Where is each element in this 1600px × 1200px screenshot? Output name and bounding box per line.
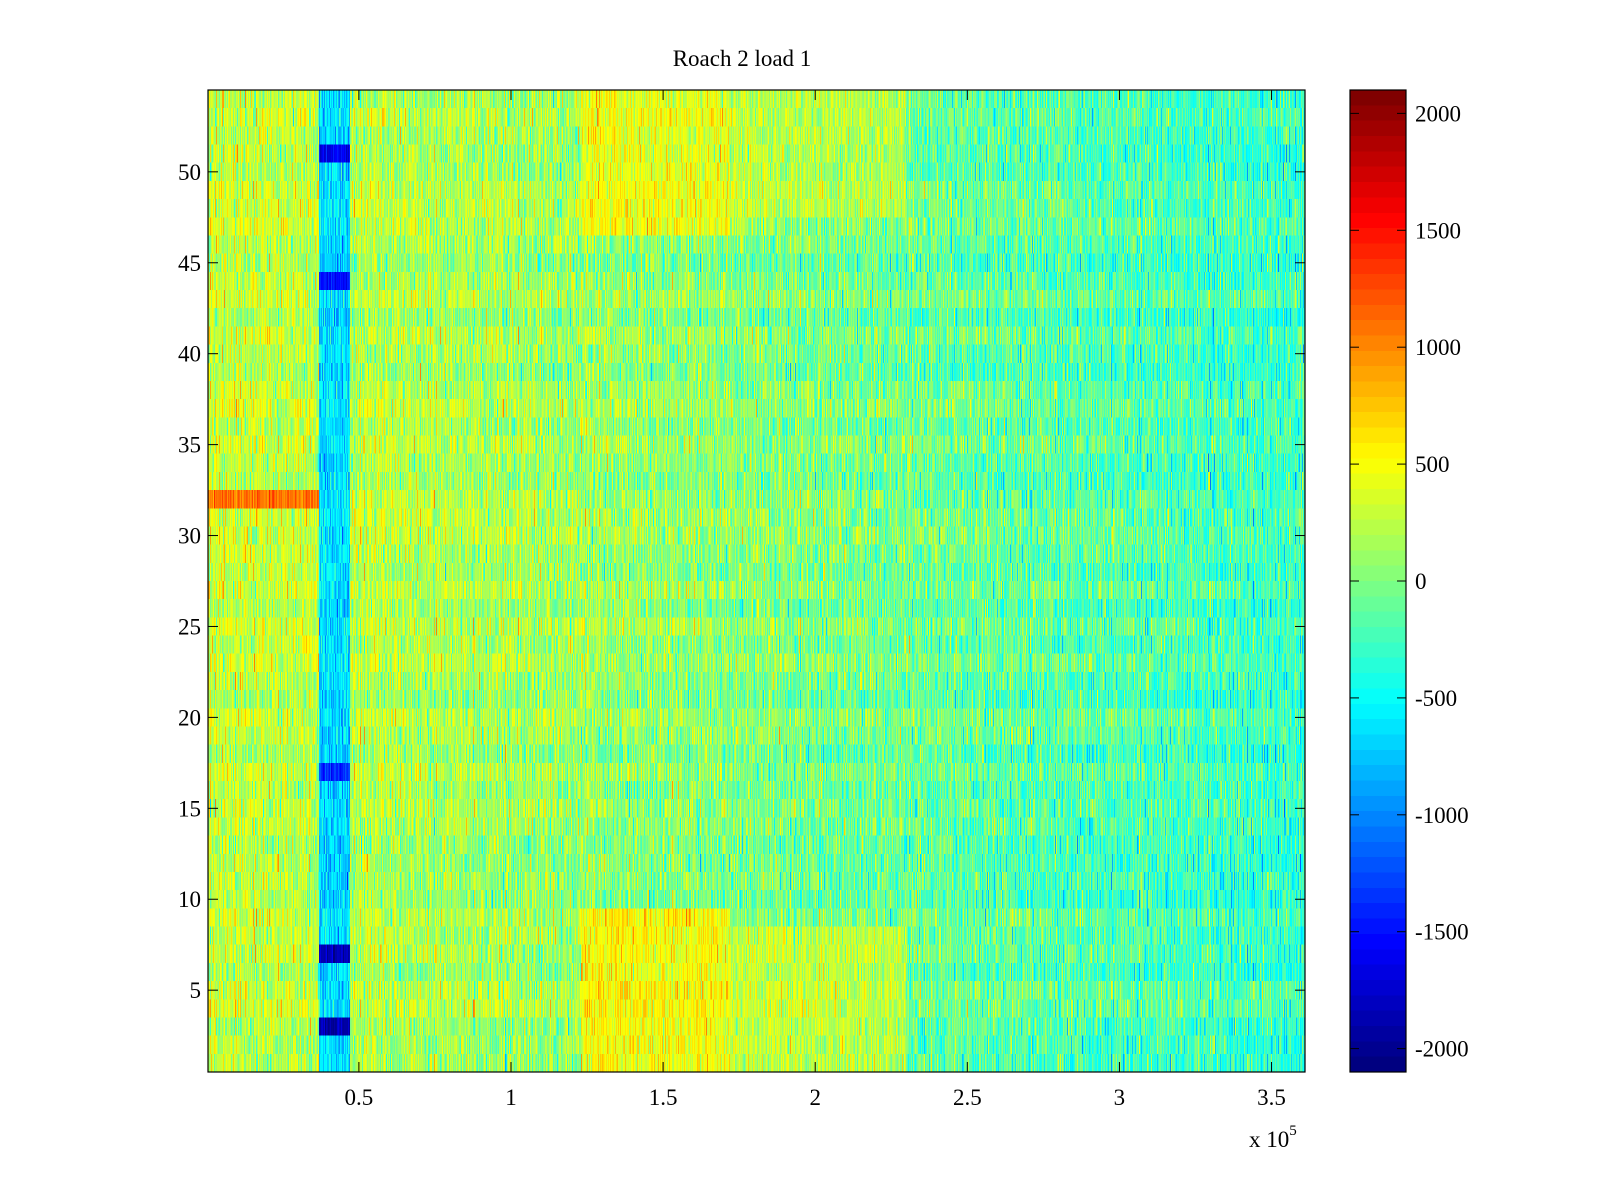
y-axis: 5 10 15 20 25 30 35 40 45 50 <box>178 160 1305 1003</box>
y-tick-label: 10 <box>178 887 201 912</box>
y-tick-label: 20 <box>178 705 201 730</box>
colorbar-tick-label: -500 <box>1415 686 1457 711</box>
y-tick-label: 5 <box>190 978 202 1003</box>
x-tick-label: 1.5 <box>649 1085 678 1110</box>
colorbar-tick-label: -1500 <box>1415 920 1469 945</box>
colorbar-tick-label: -2000 <box>1415 1037 1469 1062</box>
colorbar-tick-label: 2000 <box>1415 101 1461 126</box>
colorbar-tick-label: -1000 <box>1415 803 1469 828</box>
y-tick-label: 50 <box>178 160 201 185</box>
x-tick-label: 0.5 <box>345 1085 374 1110</box>
colorbar-tick-label: 1500 <box>1415 218 1461 243</box>
y-tick-label: 25 <box>178 614 201 639</box>
heatmap-image <box>208 90 1305 1072</box>
y-tick-label: 15 <box>178 796 201 821</box>
x-multiplier-exponent: 5 <box>1289 1123 1297 1139</box>
x-tick-label: 2 <box>809 1085 821 1110</box>
x-multiplier-base: x 10 <box>1249 1127 1289 1152</box>
colorbar-axis: -2000 -1500 -1000 -500 0 500 1000 1500 2000 <box>1350 101 1469 1062</box>
x-axis-multiplier-label: x 105 <box>1249 1123 1297 1152</box>
colorbar-tick-label: 0 <box>1415 569 1427 594</box>
plot-frame <box>207 89 1306 1073</box>
x-tick-label: 3 <box>1114 1085 1126 1110</box>
x-tick-label: 2.5 <box>953 1085 982 1110</box>
y-tick-label: 40 <box>178 342 201 367</box>
y-tick-label: 35 <box>178 433 201 458</box>
y-tick-label: 45 <box>178 251 201 276</box>
colorbar-tick-label: 500 <box>1415 452 1450 477</box>
x-tick-label: 1 <box>505 1085 517 1110</box>
x-axis: 0.5 1 1.5 2 2.5 3 3.5 <box>345 90 1286 1110</box>
colorbar-tick-label: 1000 <box>1415 335 1461 360</box>
chart-title: Roach 2 load 1 <box>673 46 812 71</box>
y-tick-label: 30 <box>178 524 201 549</box>
x-tick-label: 3.5 <box>1257 1085 1286 1110</box>
colorbar-gradient <box>1350 90 1406 1072</box>
